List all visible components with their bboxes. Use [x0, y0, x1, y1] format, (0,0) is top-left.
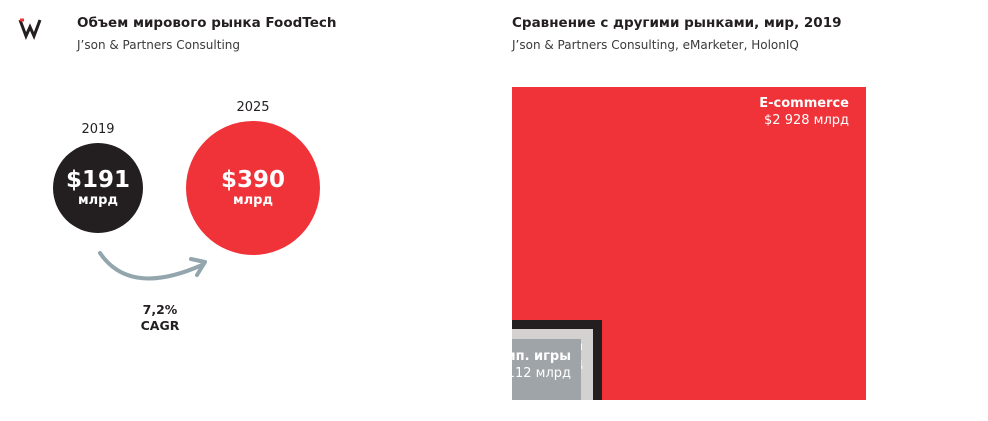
market-circle-2019: $191 млрд: [53, 143, 143, 233]
circle-value-2025: $390: [220, 167, 285, 193]
treemap-name-e-commerce: E-commerce: [759, 96, 849, 111]
treemap-value-e-commerce: $2 928 млрд: [764, 113, 849, 128]
year-label-2025: 2025: [236, 100, 270, 115]
cagr-block: 7,2% CAGR: [130, 302, 190, 334]
wv-logo-icon: [18, 18, 42, 40]
right-chart-source: J’son & Partners Consulting, eMarketer, …: [512, 38, 799, 52]
treemap-rect-games: Комп. игры $112 млрд: [485, 339, 581, 400]
treemap-label-e-commerce: E-commerce $2 928 млрд: [759, 95, 849, 129]
right-chart-title: Сравнение с другими рынками, мир, 2019: [512, 15, 842, 31]
year-label-2019: 2019: [81, 122, 115, 137]
cagr-value: 7,2%: [142, 302, 178, 317]
treemap-name-games: Комп. игры: [485, 349, 571, 364]
left-chart-title: Объем мирового рынка FoodTech: [77, 15, 337, 31]
circle-value-2019: $191: [65, 167, 130, 193]
treemap-label-games: Комп. игры $112 млрд: [485, 348, 571, 382]
market-comparison-treemap: E-commerce$2 928 млрдFoodTech$191 млрдEd…: [485, 87, 866, 400]
left-chart-source: J’son & Partners Consulting: [77, 38, 240, 52]
treemap-value-games: $112 млрд: [498, 366, 571, 381]
market-circle-2025: $390 млрд: [186, 121, 320, 255]
circle-unit-2019: млрд: [78, 193, 118, 208]
growth-arrow-icon: [98, 251, 207, 281]
circle-unit-2025: млрд: [233, 193, 273, 208]
cagr-label: CAGR: [140, 318, 180, 333]
